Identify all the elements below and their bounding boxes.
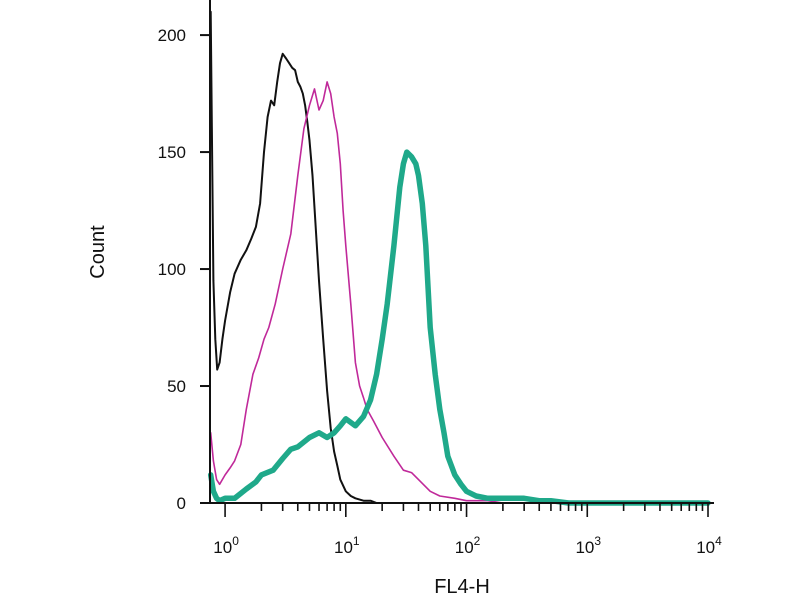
- y-axis-title: Count: [87, 225, 109, 279]
- histogram-series-2: [209, 81, 504, 504]
- x-tick-label: 102: [455, 534, 481, 557]
- y-tick-label: 50: [167, 377, 186, 396]
- x-tick-label: 104: [696, 534, 722, 557]
- histogram-series-1: [209, 10, 420, 504]
- y-tick-label: 100: [158, 260, 186, 279]
- y-tick-label: 150: [158, 143, 186, 162]
- x-tick-label: 100: [213, 534, 239, 557]
- x-tick-label: 101: [334, 534, 360, 557]
- x-axis-ticks: 100 101 102 103 104: [213, 503, 722, 557]
- x-tick-label: 103: [575, 534, 601, 557]
- y-tick-label: 200: [158, 26, 186, 45]
- histogram-series-3: [207, 149, 711, 506]
- plot-lines: [207, 10, 711, 506]
- y-tick-label: 0: [177, 494, 186, 513]
- x-axis-title: FL4-H: [434, 576, 490, 598]
- y-axis-ticks: 0 50 100 150 200: [158, 26, 210, 513]
